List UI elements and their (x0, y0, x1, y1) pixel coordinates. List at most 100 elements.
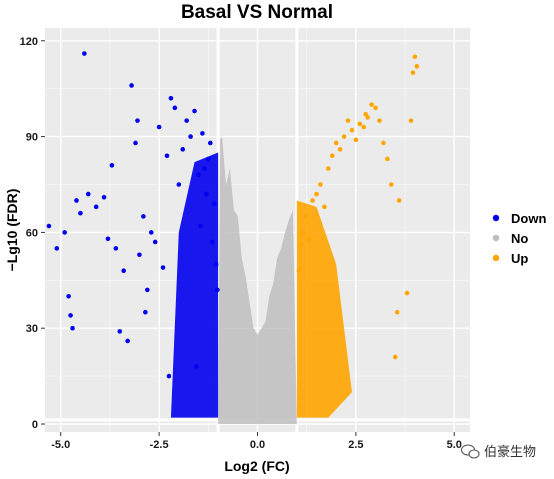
data-point-up (345, 118, 351, 123)
data-point-down (82, 51, 87, 56)
data-point-down (70, 325, 75, 331)
data-point-down (121, 268, 127, 274)
data-point-down (152, 239, 158, 245)
data-point-up (412, 54, 418, 60)
data-point-up (408, 118, 414, 123)
data-point-up (349, 127, 355, 133)
data-point-down (204, 191, 209, 197)
data-point-up (404, 290, 410, 296)
data-point-down (54, 246, 60, 251)
y-tick-label: 0 (32, 419, 38, 431)
data-point-down (176, 182, 182, 187)
data-point-down (168, 95, 174, 101)
data-point-up (341, 134, 347, 139)
data-point-down (135, 118, 140, 123)
data-point-up (322, 204, 327, 210)
y-tick-label: 120 (20, 36, 38, 48)
chart-title: Basal VS Normal (181, 2, 333, 23)
data-point-down (172, 105, 178, 111)
wechat-icon (460, 444, 480, 459)
data-point-up (410, 70, 416, 76)
data-point-up (377, 118, 382, 123)
data-point-up (314, 191, 319, 197)
data-point-up (333, 140, 339, 146)
data-point-down (129, 83, 134, 88)
data-point-down (200, 131, 205, 136)
data-point-down (62, 230, 67, 235)
data-point-down (148, 230, 154, 235)
data-point-down (101, 194, 107, 200)
legend-key-no (492, 234, 500, 242)
data-point-down (113, 246, 119, 251)
data-point-down (125, 338, 130, 344)
data-point-up (388, 182, 394, 187)
data-point-down (160, 265, 166, 270)
data-point-up (385, 156, 390, 162)
data-point-up (414, 64, 420, 69)
watermark: 伯豪生物 (460, 444, 536, 459)
legend: Down No Up (492, 211, 546, 266)
data-point-up (361, 124, 367, 130)
y-axis-title: −Lg10 (FDR) (4, 189, 20, 272)
data-point-up (298, 242, 304, 248)
data-point-up (353, 137, 359, 143)
y-tick-label: 90 (26, 132, 38, 144)
data-point-down (192, 108, 197, 114)
data-point-down (202, 166, 207, 171)
data-point-down (105, 236, 111, 242)
no-change-cloud (218, 136, 297, 425)
x-axis: -5.0 -2.5 0.0 2.5 5.0 (51, 432, 462, 451)
data-point-up (329, 153, 335, 159)
watermark-text: 伯豪生物 (484, 444, 536, 459)
data-point-down (194, 364, 199, 369)
data-point-down (109, 163, 115, 168)
y-tick-label: 30 (26, 323, 38, 335)
down-band (170, 152, 219, 418)
data-point-up (369, 102, 374, 107)
data-point-down (93, 204, 99, 210)
data-point-up (306, 236, 311, 242)
data-point-down (196, 172, 201, 178)
data-point-down (215, 287, 220, 293)
data-point-up (337, 147, 343, 152)
legend-label-no: No (511, 231, 528, 246)
data-point-up (365, 115, 370, 120)
x-axis-title: Log2 (FC) (224, 458, 289, 474)
x-tick-label: 2.5 (348, 439, 363, 451)
legend-key-up (492, 254, 500, 262)
data-point-down (78, 210, 83, 216)
data-point-up (310, 198, 315, 203)
y-tick-label: 60 (26, 227, 38, 239)
data-points (46, 51, 420, 425)
data-point-down (206, 156, 211, 162)
data-point-up (326, 166, 331, 171)
data-point-up (396, 198, 402, 203)
data-point-down (211, 201, 217, 206)
x-tick-label: 5.0 (447, 439, 462, 451)
data-point-up (302, 214, 308, 219)
data-point-down (66, 293, 71, 299)
x-tick-label: -2.5 (150, 439, 169, 451)
data-point-down (166, 373, 172, 379)
data-point-up (318, 182, 323, 187)
data-point-up (392, 354, 398, 360)
data-point-down (184, 118, 189, 123)
data-point-down (117, 329, 123, 334)
data-point-down (85, 191, 91, 197)
data-point-down (143, 309, 148, 315)
data-point-down (213, 262, 219, 267)
up-band (296, 200, 352, 418)
y-axis: 0 30 60 90 120 (20, 36, 45, 431)
data-point-down (46, 223, 52, 229)
data-point-down (141, 214, 146, 219)
data-point-down (145, 287, 150, 293)
data-point-down (137, 252, 142, 258)
legend-key-down (492, 214, 500, 222)
data-point-up (373, 105, 378, 111)
data-point-down (180, 147, 186, 152)
data-point-down (188, 134, 193, 139)
data-point-up (381, 140, 386, 146)
legend-label-up: Up (511, 251, 528, 266)
data-point-down (74, 198, 79, 203)
